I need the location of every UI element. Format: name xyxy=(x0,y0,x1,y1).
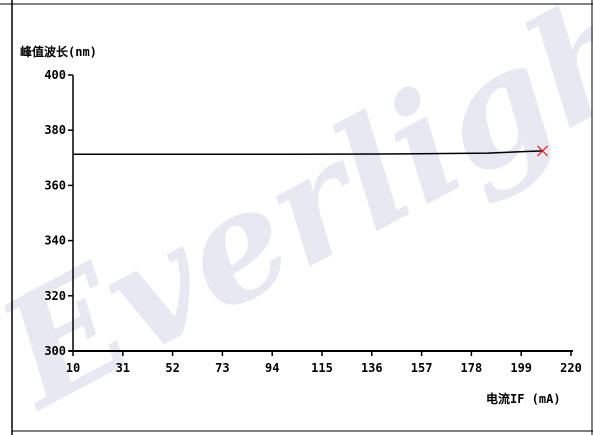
x-tick-label: 178 xyxy=(461,361,483,375)
y-tick-label: 400 xyxy=(44,68,66,82)
x-tick-label: 31 xyxy=(116,361,130,375)
y-tick-label: 340 xyxy=(44,234,66,248)
x-axis-title: 电流IF (mA) xyxy=(486,391,561,406)
end-point-marker xyxy=(537,145,549,157)
y-axis-title: 峰值波长(nm) xyxy=(20,44,97,59)
x-tick-label: 115 xyxy=(311,361,333,375)
series-line xyxy=(73,150,543,155)
x-tick-label: 10 xyxy=(66,361,80,375)
x-ticks-group: 10 31 52 73 94 115 136 157 178 199 220 xyxy=(66,351,582,375)
x-tick-label: 52 xyxy=(165,361,179,375)
x-tick-label: 136 xyxy=(361,361,383,375)
y-tick-label: 300 xyxy=(44,344,66,358)
x-tick-label: 94 xyxy=(265,361,279,375)
y-ticks-group: 300 320 340 360 380 400 xyxy=(44,68,73,358)
y-tick-label: 360 xyxy=(44,178,66,192)
x-tick-label: 157 xyxy=(411,361,433,375)
marker-stroke xyxy=(537,145,549,157)
x-tick-label: 73 xyxy=(215,361,229,375)
x-tick-label: 220 xyxy=(560,361,582,375)
x-tick-label: 199 xyxy=(510,361,532,375)
series-layer xyxy=(73,145,549,157)
y-tick-label: 380 xyxy=(44,123,66,137)
y-tick-label: 320 xyxy=(44,289,66,303)
